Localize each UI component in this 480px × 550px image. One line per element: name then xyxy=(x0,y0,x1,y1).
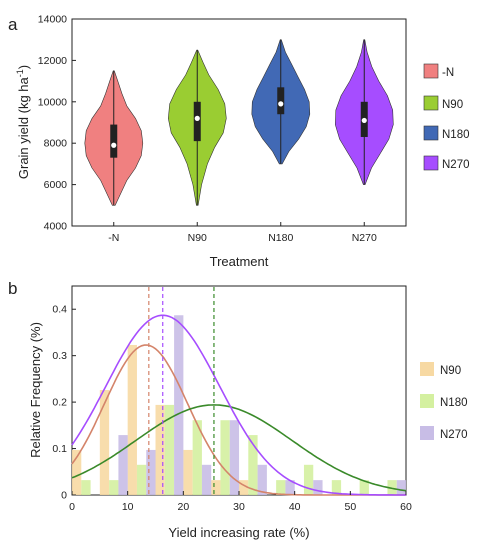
histogram-bar xyxy=(285,480,295,495)
histogram-bar xyxy=(229,420,240,495)
violin-median-dot xyxy=(278,101,284,107)
histogram-bar xyxy=(201,464,212,495)
x-tick-label: -N xyxy=(108,232,119,244)
histogram-bar xyxy=(248,435,258,495)
x-tick-label: 50 xyxy=(344,501,356,513)
y-tick-label: 14000 xyxy=(38,14,67,26)
y-tick-label: 12000 xyxy=(38,55,67,67)
histogram-bar xyxy=(387,480,397,495)
histogram-bar xyxy=(183,449,193,495)
histogram-bar xyxy=(127,344,137,495)
x-tick-label: N90 xyxy=(188,232,207,244)
legend-label: N180 xyxy=(440,397,468,409)
legend-label: N90 xyxy=(442,99,463,111)
histogram-bar xyxy=(396,480,407,495)
y-tick-label: 0 xyxy=(61,490,67,502)
y-tick-label: 8000 xyxy=(44,138,68,150)
histogram-bar xyxy=(174,315,184,495)
violins xyxy=(84,39,394,206)
histogram-bar xyxy=(331,480,342,495)
y-tick-label: 0.2 xyxy=(52,397,67,409)
x-tick-label: 20 xyxy=(177,501,189,513)
histogram-bar xyxy=(146,449,156,495)
fit-curve xyxy=(71,404,407,492)
x-axis-ticks: 0 10 20 30 40 50 60 xyxy=(69,491,412,513)
legend-label: N180 xyxy=(442,129,470,141)
x-tick-label: 10 xyxy=(122,501,134,513)
histogram-bar xyxy=(109,480,119,495)
histogram-bar xyxy=(211,480,221,495)
y-tick-label: 0.1 xyxy=(52,443,67,455)
y-tick-label: 0.4 xyxy=(52,304,67,316)
x-tick-label: 0 xyxy=(69,501,75,513)
panel-a-letter: a xyxy=(8,15,18,34)
violin-iqr-box xyxy=(277,87,285,115)
legend-swatch xyxy=(423,95,439,111)
x-tick-label: 60 xyxy=(400,501,412,513)
panel-a: a 4000 6000 8000 10000 12000 14000 -N N90 N180 N… xyxy=(8,14,470,270)
x-tick-label: N270 xyxy=(352,232,377,244)
violin-median-dot xyxy=(194,115,200,121)
histogram-bar xyxy=(257,464,267,495)
y-tick-label: 6000 xyxy=(44,179,68,191)
histogram-bar xyxy=(276,480,286,495)
legend-swatch xyxy=(423,63,439,79)
violin-iqr-box xyxy=(110,124,118,158)
histogram-bars xyxy=(72,315,407,495)
panel-b-letter: b xyxy=(8,279,17,298)
histogram-bar xyxy=(118,435,128,495)
panel-b: b 0 0.1 0.2 0.3 0.4 0 10 20 30 40 50 60 Yield incr… xyxy=(8,279,468,540)
histogram-bar xyxy=(164,404,175,495)
legend-label: N270 xyxy=(442,159,470,171)
y-axis-ticks: 0 0.1 0.2 0.3 0.4 xyxy=(52,304,76,502)
histogram-bar xyxy=(81,480,91,495)
panel-a-frame xyxy=(71,18,407,227)
violin-iqr-box xyxy=(193,101,201,142)
y-tick-label: 10000 xyxy=(38,96,67,108)
legend-swatch xyxy=(420,394,434,408)
y-axis-title: Grain yield (kg ha-1) xyxy=(15,65,31,179)
x-axis-title: Treatment xyxy=(210,254,269,269)
legend: N90 N180 N270 xyxy=(420,362,468,441)
histogram-bar xyxy=(155,404,165,495)
y-axis-ticks: 4000 6000 8000 10000 12000 14000 xyxy=(38,14,76,233)
histogram-bar xyxy=(303,464,314,495)
legend-swatch xyxy=(420,362,434,376)
legend-swatch xyxy=(423,155,439,171)
legend-swatch xyxy=(420,426,434,440)
x-tick-label: N180 xyxy=(268,232,293,244)
violin-median-dot xyxy=(361,117,367,124)
legend-label: N270 xyxy=(440,429,468,441)
x-axis-ticks: -N N90 N180 N270 xyxy=(108,222,377,244)
histogram-bar xyxy=(220,420,230,495)
legend: -N N90 N180 N270 xyxy=(423,63,470,171)
histogram-bar xyxy=(359,480,369,495)
legend-label: N90 xyxy=(440,365,461,377)
histogram-bar xyxy=(239,480,249,495)
histogram-bar xyxy=(313,480,323,495)
histogram-bar xyxy=(192,420,202,495)
histogram-bar xyxy=(136,464,147,495)
histogram-bar xyxy=(72,449,82,495)
x-tick-label: 40 xyxy=(289,501,301,513)
legend-label: -N xyxy=(442,67,454,79)
violin-median-dot xyxy=(111,142,117,148)
x-axis-title: Yield increasing rate (%) xyxy=(168,525,309,540)
y-axis-title: Relative Frequency (%) xyxy=(28,322,43,458)
y-tick-label: 0.3 xyxy=(52,350,67,362)
x-tick-label: 30 xyxy=(233,501,245,513)
legend-swatch xyxy=(423,125,439,141)
histogram-bar xyxy=(99,390,110,495)
y-tick-label: 4000 xyxy=(44,221,68,233)
